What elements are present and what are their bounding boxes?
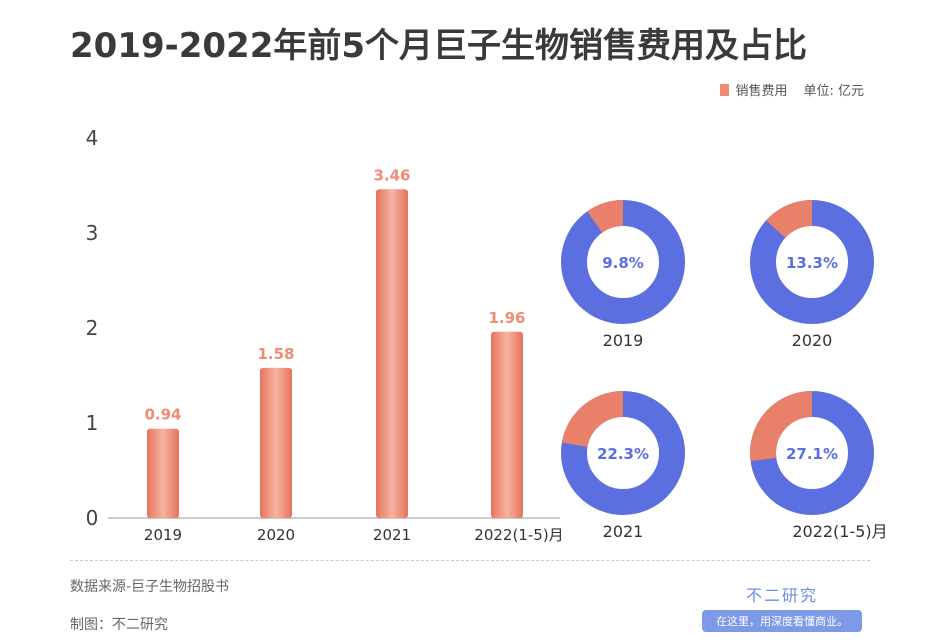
bar (491, 331, 523, 518)
x-tick-label: 2020 (257, 526, 295, 544)
donut-share (561, 391, 624, 448)
divider (70, 560, 870, 561)
legend: 销售费用 单位: 亿元 (720, 80, 864, 99)
y-tick-label: 4 (86, 126, 99, 150)
legend-series: 销售费用 (735, 84, 788, 99)
donut-percent-label: 13.3% (786, 254, 838, 272)
bar-value-label: 1.96 (488, 309, 525, 327)
donut-percent-label: 27.1% (786, 445, 838, 463)
y-tick-label: 1 (86, 411, 99, 435)
donut-year-label: 2019 (603, 331, 644, 350)
donut-share (750, 391, 813, 462)
legend-swatch (720, 83, 730, 96)
donut-percent-label: 22.3% (597, 445, 649, 463)
x-tick-label: 2022(1-5)月 (474, 526, 563, 544)
donut-year-label: 2020 (792, 331, 833, 350)
y-tick-label: 2 (86, 316, 99, 340)
bar (376, 189, 408, 519)
logo: 不二研究 在这里，用深度看懂商业。 (702, 582, 862, 632)
bar (260, 367, 292, 518)
legend-unit: 单位: 亿元 (803, 84, 864, 99)
x-tick-label: 2021 (373, 526, 411, 544)
logo-name: 不二研究 (745, 586, 818, 605)
x-tick-label: 2019 (144, 526, 182, 544)
logo-slogan: 在这里，用深度看懂商业。 (702, 610, 862, 632)
y-tick-label: 3 (86, 221, 99, 245)
donut-year-label: 2021 (603, 522, 644, 541)
donut-percent-label: 9.8% (602, 254, 644, 272)
donut-year-label: 2022(1-5)月 (792, 522, 887, 541)
author-note: 制图：不二研究 (70, 617, 168, 633)
bar-value-label: 1.58 (257, 345, 294, 363)
donut-share (766, 200, 813, 239)
source-note: 数据来源-巨子生物招股书 (70, 579, 230, 595)
y-tick-label: 0 (86, 506, 99, 530)
bar-value-label: 3.46 (373, 166, 410, 184)
donut-share (587, 200, 624, 233)
bar-value-label: 0.94 (144, 406, 181, 424)
bar (147, 428, 179, 518)
chart-title: 2019-2022年前5个月巨子生物销售费用及占比 (70, 26, 808, 66)
